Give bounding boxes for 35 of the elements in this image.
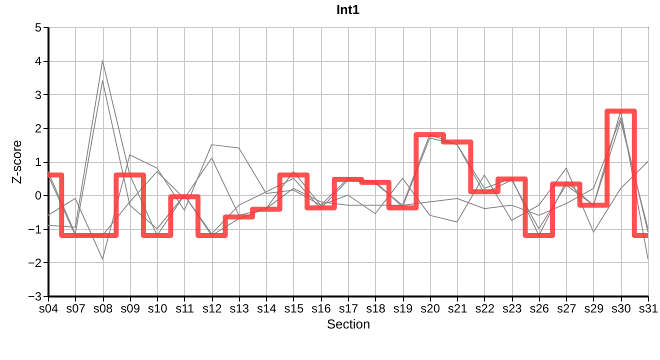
y-tick-label: 5 — [34, 20, 42, 34]
x-tick-label: s17 — [338, 302, 358, 316]
chart-title: Int1 — [336, 2, 360, 17]
x-tick-label: s15 — [284, 302, 304, 316]
x-tick-label: s21 — [448, 302, 468, 316]
x-tick-label: s04 — [38, 302, 58, 316]
x-tick-label: s27 — [557, 302, 577, 316]
y-tick-label: −1 — [28, 222, 42, 236]
y-tick-label: 2 — [34, 121, 42, 136]
y-tick-label: 4 — [34, 54, 42, 68]
x-tick-label: s18 — [366, 302, 386, 316]
x-tick-label: s14 — [257, 302, 277, 316]
y-tick-label: −3 — [28, 290, 42, 304]
y-tick-label: 0 — [34, 188, 42, 203]
x-tick-label: s23 — [502, 302, 522, 316]
x-tick-label: s13 — [230, 302, 250, 316]
x-tick-label: s26 — [530, 302, 550, 316]
x-axis-title: Section — [326, 316, 370, 332]
x-tick-label: s09 — [120, 302, 140, 316]
y-axis-title: Z-score — [8, 140, 24, 184]
x-tick-label: s12 — [202, 302, 222, 316]
y-tick-label: 3 — [34, 88, 42, 102]
x-tick-label: s31 — [638, 302, 658, 316]
x-tick-label: s30 — [612, 302, 632, 316]
y-tick-label: 1 — [34, 155, 42, 169]
x-tick-label: s11 — [176, 302, 194, 316]
x-tick-label: s16 — [312, 302, 332, 316]
x-tick-label: s20 — [420, 302, 440, 316]
x-tick-label: s07 — [66, 302, 86, 316]
x-tick-label: s08 — [93, 302, 114, 316]
x-tick-label: s29 — [584, 302, 604, 316]
x-tick-label: s22 — [475, 302, 495, 316]
x-tick-label: s19 — [393, 302, 414, 316]
x-tick-label: s10 — [148, 302, 168, 316]
y-tick-label: −2 — [28, 256, 42, 270]
